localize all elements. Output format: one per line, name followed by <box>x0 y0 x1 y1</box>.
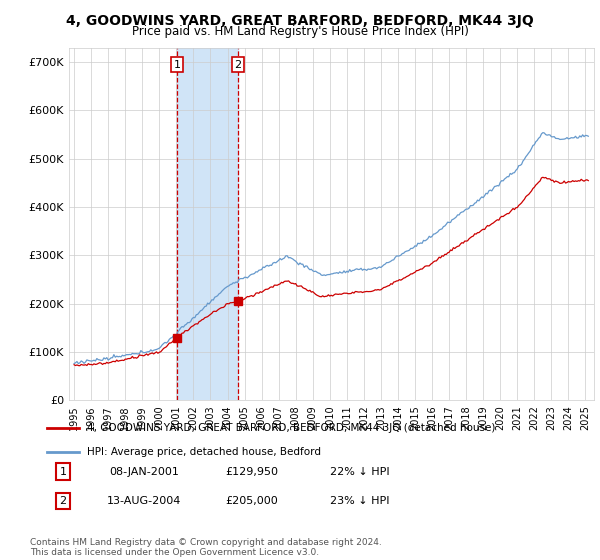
Text: Price paid vs. HM Land Registry's House Price Index (HPI): Price paid vs. HM Land Registry's House … <box>131 25 469 38</box>
Text: 1: 1 <box>59 466 67 477</box>
Text: £129,950: £129,950 <box>226 466 278 477</box>
Text: 22% ↓ HPI: 22% ↓ HPI <box>330 466 390 477</box>
Text: HPI: Average price, detached house, Bedford: HPI: Average price, detached house, Bedf… <box>87 446 321 456</box>
Text: 4, GOODWINS YARD, GREAT BARFORD, BEDFORD, MK44 3JQ: 4, GOODWINS YARD, GREAT BARFORD, BEDFORD… <box>66 14 534 28</box>
Text: 1: 1 <box>173 59 181 69</box>
Text: 2: 2 <box>59 496 67 506</box>
Text: 13-AUG-2004: 13-AUG-2004 <box>107 496 181 506</box>
Text: 4, GOODWINS YARD, GREAT BARFORD, BEDFORD, MK44 3JQ (detached house): 4, GOODWINS YARD, GREAT BARFORD, BEDFORD… <box>87 423 495 433</box>
Text: 23% ↓ HPI: 23% ↓ HPI <box>330 496 390 506</box>
Text: Contains HM Land Registry data © Crown copyright and database right 2024.
This d: Contains HM Land Registry data © Crown c… <box>30 538 382 557</box>
Bar <box>177 48 238 400</box>
Text: £205,000: £205,000 <box>226 496 278 506</box>
Text: 08-JAN-2001: 08-JAN-2001 <box>109 466 179 477</box>
Text: 2: 2 <box>235 59 242 69</box>
